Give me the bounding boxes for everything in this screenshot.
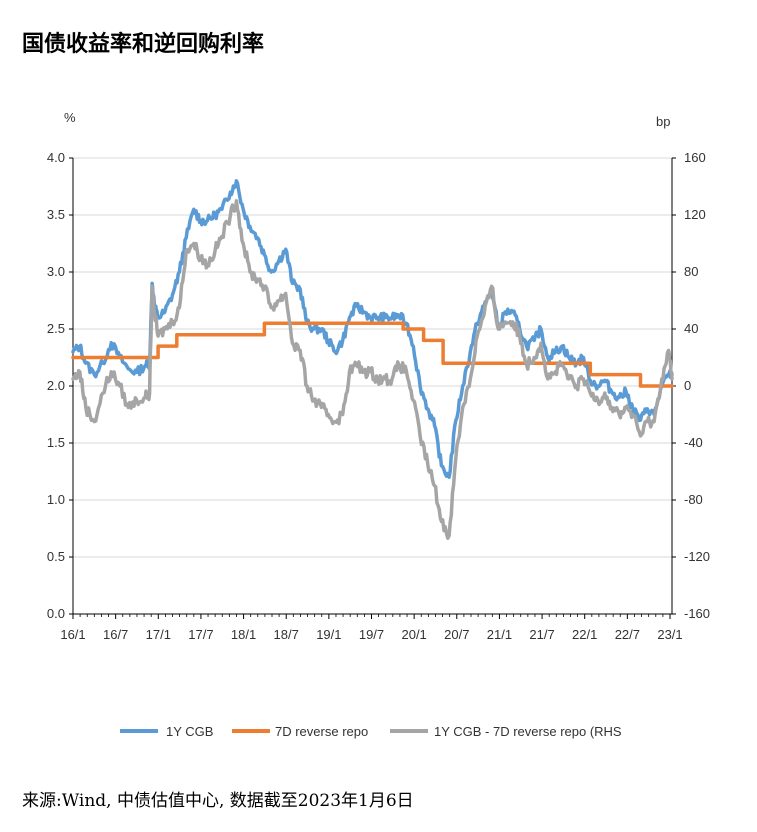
left-tick-label: 4.0 bbox=[47, 150, 65, 165]
left-tick-label: 3.5 bbox=[47, 207, 65, 222]
source-note: 来源:Wind, 中债估值中心, 数据截至2023年1月6日 bbox=[22, 791, 414, 811]
left-tick-label: 2.5 bbox=[47, 321, 65, 336]
series-lines bbox=[71, 179, 674, 540]
chart-title: 国债收益率和逆回购利率 bbox=[22, 32, 265, 57]
left-tick-label: 1.5 bbox=[47, 435, 65, 450]
x-tick-label: 21/7 bbox=[529, 627, 554, 642]
x-tick-label: 19/1 bbox=[316, 627, 341, 642]
right-axis-ticks: 160 120 80 40 0 -40 -80 -120 -160 bbox=[672, 150, 710, 621]
right-tick-label: -120 bbox=[684, 549, 710, 564]
x-tick-label: 18/1 bbox=[231, 627, 256, 642]
x-tick-label: 22/1 bbox=[572, 627, 597, 642]
legend: 1Y CGB 7D reverse repo 1Y CGB - 7D reverse… bbox=[120, 724, 622, 739]
x-tick-label: 16/7 bbox=[103, 627, 128, 642]
x-tick-label: 21/1 bbox=[487, 627, 512, 642]
right-axis-unit: bp bbox=[656, 114, 670, 129]
legend-label: 7D reverse repo bbox=[275, 724, 368, 739]
left-axis-unit: % bbox=[64, 110, 76, 125]
x-tick-label: 17/1 bbox=[146, 627, 171, 642]
left-tick-label: 0.5 bbox=[47, 549, 65, 564]
grid-lines bbox=[73, 157, 672, 558]
x-tick-label: 20/7 bbox=[444, 627, 469, 642]
right-tick-label: 80 bbox=[684, 264, 698, 279]
right-tick-label: -40 bbox=[684, 435, 703, 450]
left-tick-label: 3.0 bbox=[47, 264, 65, 279]
x-tick-label: 17/7 bbox=[188, 627, 213, 642]
right-tick-label: -160 bbox=[684, 606, 710, 621]
left-tick-label: 1.0 bbox=[47, 492, 65, 507]
left-axis-ticks: 4.0 3.5 3.0 2.5 2.0 1.5 1.0 0.5 0.0 bbox=[47, 150, 73, 621]
x-tick-label: 19/7 bbox=[359, 627, 384, 642]
right-tick-label: 160 bbox=[684, 150, 706, 165]
right-tick-label: 40 bbox=[684, 321, 698, 336]
legend-label: 1Y CGB bbox=[166, 724, 213, 739]
x-axis-ticks: 16/1 16/7 17/1 17/7 18/1 18/7 19/1 19/7 20/1 20/7… bbox=[60, 614, 683, 642]
left-tick-label: 2.0 bbox=[47, 378, 65, 393]
right-tick-label: 120 bbox=[684, 207, 706, 222]
x-tick-label: 22/7 bbox=[615, 627, 640, 642]
right-tick-label: 0 bbox=[684, 378, 691, 393]
x-tick-label: 23/1 bbox=[657, 627, 682, 642]
series-line-1 bbox=[71, 321, 674, 388]
left-tick-label: 0.0 bbox=[47, 606, 65, 621]
x-tick-label: 16/1 bbox=[60, 627, 85, 642]
x-tick-label: 20/1 bbox=[401, 627, 426, 642]
series-line-2 bbox=[71, 199, 674, 540]
legend-label: 1Y CGB - 7D reverse repo (RHS bbox=[434, 724, 622, 739]
right-tick-label: -80 bbox=[684, 492, 703, 507]
x-tick-label: 18/7 bbox=[274, 627, 299, 642]
series-line-0 bbox=[71, 179, 674, 479]
